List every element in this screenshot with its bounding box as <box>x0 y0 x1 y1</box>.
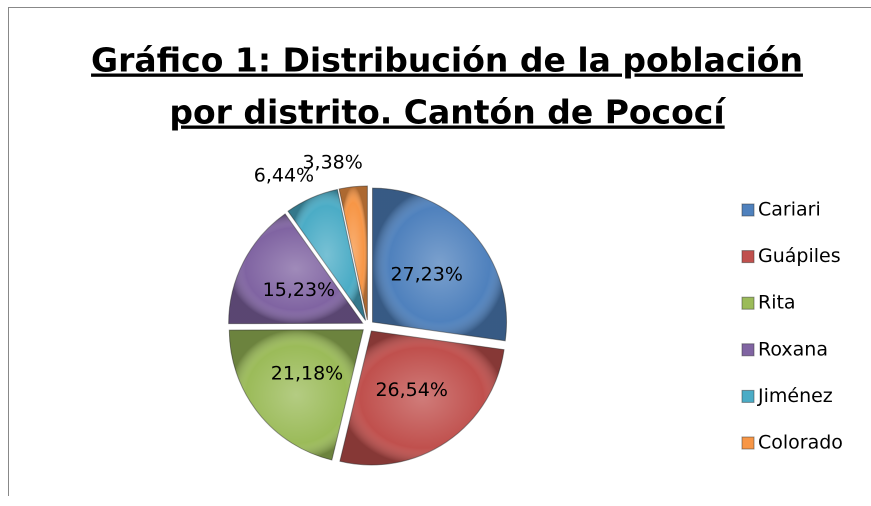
legend-label: Rita <box>758 292 796 314</box>
data-label: 26,54% <box>375 379 447 401</box>
legend-swatch <box>741 343 755 357</box>
legend-swatch <box>741 436 755 450</box>
legend-swatch <box>741 389 755 403</box>
legend-swatch <box>741 296 755 310</box>
chart-title: por distrito. Cantón de Pococí <box>169 93 726 132</box>
legend-label: Roxana <box>758 338 828 360</box>
chart-title: Gráfico 1: Distribución de la población <box>91 41 803 80</box>
data-label: 27,23% <box>390 264 462 286</box>
data-label: 21,18% <box>271 363 343 385</box>
data-label: 15,23% <box>263 279 335 301</box>
data-label: 6,44% <box>254 164 314 186</box>
legend-label: Guápiles <box>758 245 841 267</box>
legend-label: Jiménez <box>757 385 833 407</box>
pie-slice <box>228 329 364 461</box>
legend-swatch <box>741 203 755 217</box>
legend-label: Cariari <box>758 199 821 221</box>
data-label: 3,38% <box>302 151 362 173</box>
legend-label: Colorado <box>758 432 843 454</box>
legend-swatch <box>741 250 755 264</box>
